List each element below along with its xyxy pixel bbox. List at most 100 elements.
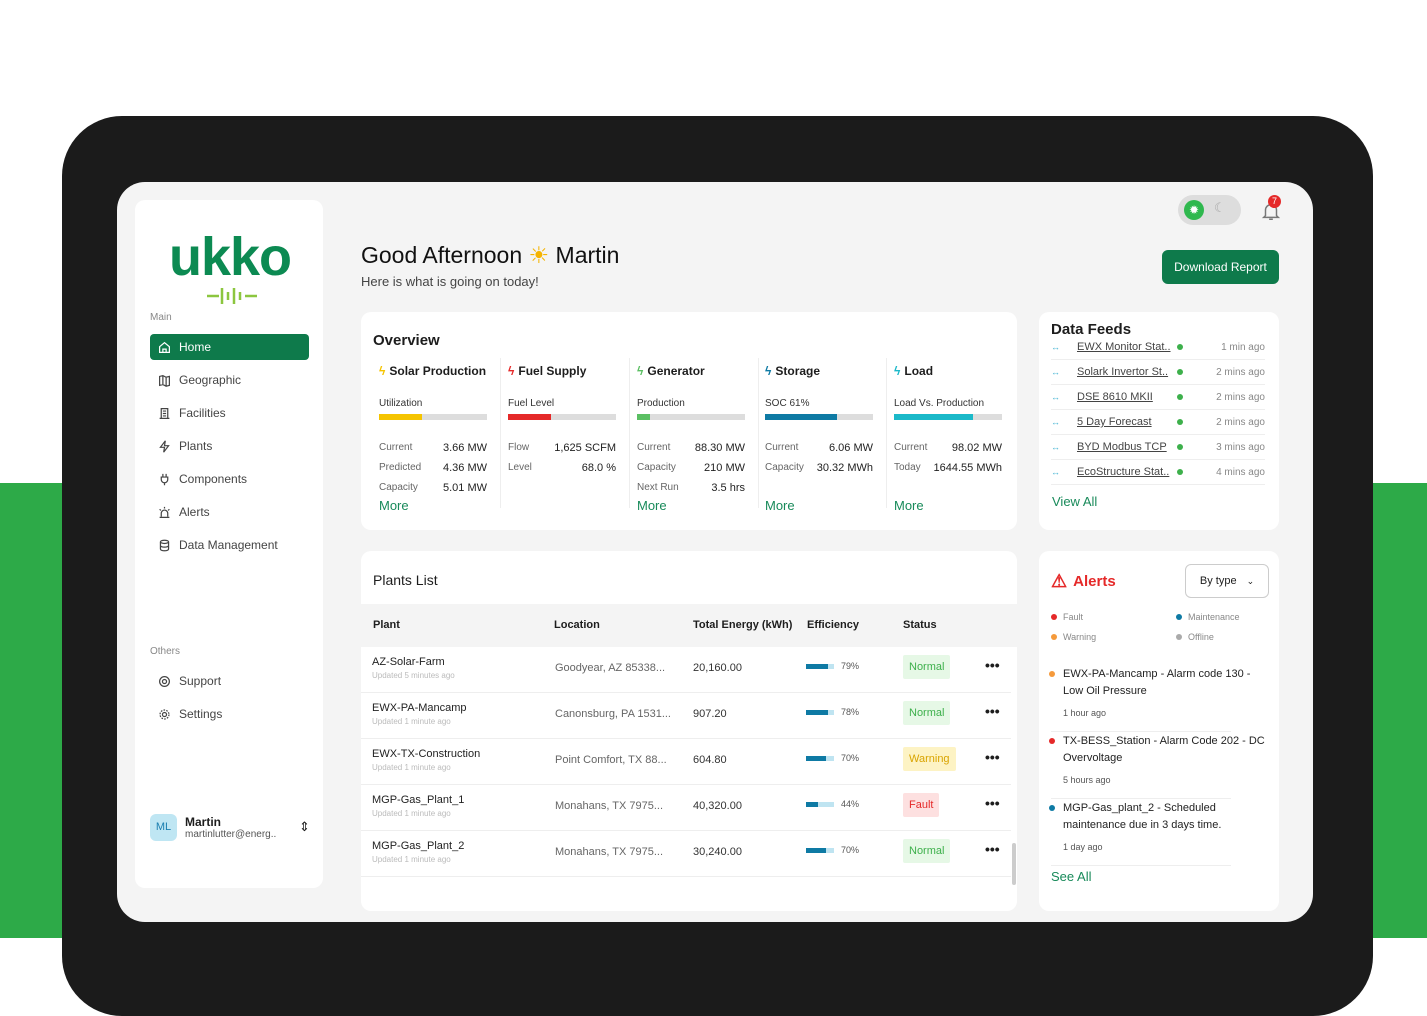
alert-item[interactable]: EWX-PA-Mancamp - Alarm code 130 - Low Oi… [1049,666,1250,732]
filter-value: By type [1199,575,1237,587]
bolt-icon [159,439,170,453]
chevron-up-down-icon[interactable]: ⇕ [299,819,310,834]
view-all-link[interactable]: View All [1052,494,1098,509]
more-link[interactable]: More [894,498,924,513]
stat-row: Level 68.0 % [508,462,616,474]
see-all-link[interactable]: See All [1051,869,1092,884]
sidebar-item-alerts[interactable]: Alerts [150,499,309,525]
stat-row: Capacity 5.01 MW [379,482,487,494]
col-location[interactable]: Location [554,619,600,631]
stat-label: Current [765,442,799,453]
alert-time: 1 hour ago [1063,708,1107,718]
more-link[interactable]: More [637,498,667,513]
legend-label: Warning [1063,632,1097,642]
legend-item: Warning [1051,632,1096,642]
legend-dot [1176,614,1182,620]
feed-name[interactable]: EWX Monitor Stat.. [1077,341,1171,353]
progress-fill [508,414,552,420]
stat-row: Capacity 30.32 MWh [765,462,873,474]
plant-name[interactable]: MGP-Gas_Plant_2 [372,840,465,852]
sync-icon: ↔ [1051,467,1060,477]
download-report-button[interactable]: Download Report [1162,250,1279,284]
sidebar-item-label: Geographic [179,373,242,387]
plant-name[interactable]: EWX-PA-Mancamp [372,702,467,714]
feed-name[interactable]: Solark Invertor St.. [1077,366,1169,378]
stat-label: Capacity [637,462,676,473]
feed-name[interactable]: DSE 8610 MKII [1077,391,1153,403]
user-menu[interactable]: ML Martin martinlutter@energ.. ⇕ [150,812,310,842]
feed-item[interactable]: ↔ BYD Modbus TCP 3 mins ago [1051,435,1265,460]
feed-name[interactable]: 5 Day Forecast [1077,416,1152,428]
lifebuoy-icon [159,675,170,687]
alert-filter-dropdown[interactable]: By type ⌄ [1185,564,1269,598]
column-title-text: Generator [647,364,705,378]
stat-label: Level [508,462,532,473]
scrollbar[interactable] [1012,843,1016,885]
feed-name[interactable]: BYD Modbus TCP [1077,441,1167,453]
table-row[interactable]: EWX-PA-Mancamp Updated 1 minute ago Cano… [361,693,1011,739]
sidebar-item-settings[interactable]: Settings [150,701,309,727]
app-screen: ukko Main Home Geographic Facilities Pla… [117,182,1313,922]
plant-updated: Updated 5 minutes ago [372,671,455,680]
feed-time: 2 mins ago [1216,416,1265,428]
chevron-down-icon: ⌄ [1246,575,1255,586]
stat-label: Current [637,442,671,453]
more-actions-button[interactable]: ••• [985,749,1000,765]
sidebar-item-home[interactable]: Home [150,334,309,360]
plant-energy: 907.20 [693,708,727,720]
more-link[interactable]: More [765,498,795,513]
feed-name[interactable]: EcoStructure Stat.. [1077,466,1170,478]
table-row[interactable]: MGP-Gas_Plant_2 Updated 1 minute ago Mon… [361,831,1011,877]
stat-value: 30.32 MWh [816,462,873,474]
alert-item[interactable]: TX-BESS_Station - Alarm Code 202 - DC Ov… [1049,733,1265,799]
sidebar-item-components[interactable]: Components [150,466,309,492]
efficiency-bar [806,802,834,807]
bolt-icon: ϟ [637,364,644,378]
sidebar-item-plants[interactable]: Plants [150,433,309,459]
plant-name[interactable]: EWX-TX-Construction [372,748,481,760]
status-dot [1177,344,1183,350]
col-plant[interactable]: Plant [373,619,400,631]
alert-dot [1049,671,1055,677]
bar-label: Production [637,398,685,409]
more-link[interactable]: More [379,498,409,513]
feed-item[interactable]: ↔ 5 Day Forecast 2 mins ago [1051,410,1265,435]
efficiency-fill [806,802,819,807]
table-row[interactable]: EWX-TX-Construction Updated 1 minute ago… [361,739,1011,785]
theme-toggle[interactable]: ✹ ☾ [1178,195,1241,225]
sun-icon[interactable]: ✹ [1184,200,1204,220]
moon-icon[interactable]: ☾ [1214,200,1226,215]
sidebar-item-data-management[interactable]: Data Management [150,532,309,558]
stat-label: Today [894,462,921,473]
plant-energy: 40,320.00 [693,800,742,812]
more-actions-button[interactable]: ••• [985,795,1000,811]
column-title-text: Solar Production [389,364,487,378]
plant-name[interactable]: MGP-Gas_Plant_1 [372,794,465,806]
stat-label: Current [894,442,928,453]
progress-fill [765,414,838,420]
sidebar-item-facilities[interactable]: Facilities [150,400,309,426]
sidebar-item-label: Plants [179,439,213,453]
table-header: Plant Location Total Energy (kWh) Effici… [361,604,1017,647]
plant-name[interactable]: AZ-Solar-Farm [372,656,445,668]
col-status[interactable]: Status [903,619,937,631]
col-energy[interactable]: Total Energy (kWh) [693,619,793,631]
feed-item[interactable]: ↔ DSE 8610 MKII 2 mins ago [1051,385,1265,410]
plug-icon [160,473,169,485]
sidebar-item-label: Components [179,472,248,486]
more-actions-button[interactable]: ••• [985,703,1000,719]
feed-item[interactable]: ↔ EcoStructure Stat.. 4 mins ago [1051,460,1265,485]
sidebar-item-geographic[interactable]: Geographic [150,367,309,393]
more-actions-button[interactable]: ••• [985,841,1000,857]
table-row[interactable]: AZ-Solar-Farm Updated 5 minutes ago Good… [361,647,1011,693]
more-actions-button[interactable]: ••• [985,657,1000,673]
feed-item[interactable]: ↔ Solark Invertor St.. 2 mins ago [1051,360,1265,385]
table-row[interactable]: MGP-Gas_Plant_1 Updated 1 minute ago Mon… [361,785,1011,831]
col-efficiency[interactable]: Efficiency [807,619,859,631]
stat-row: Current 6.06 MW [765,442,873,454]
alert-item[interactable]: MGP-Gas_plant_2 - Scheduled maintenance … [1049,800,1231,866]
bar-label: Load Vs. Production [894,398,985,409]
feed-time: 3 mins ago [1216,441,1265,453]
sidebar-item-support[interactable]: Support [150,668,309,694]
feed-item[interactable]: ↔ EWX Monitor Stat.. 1 min ago [1051,335,1265,360]
